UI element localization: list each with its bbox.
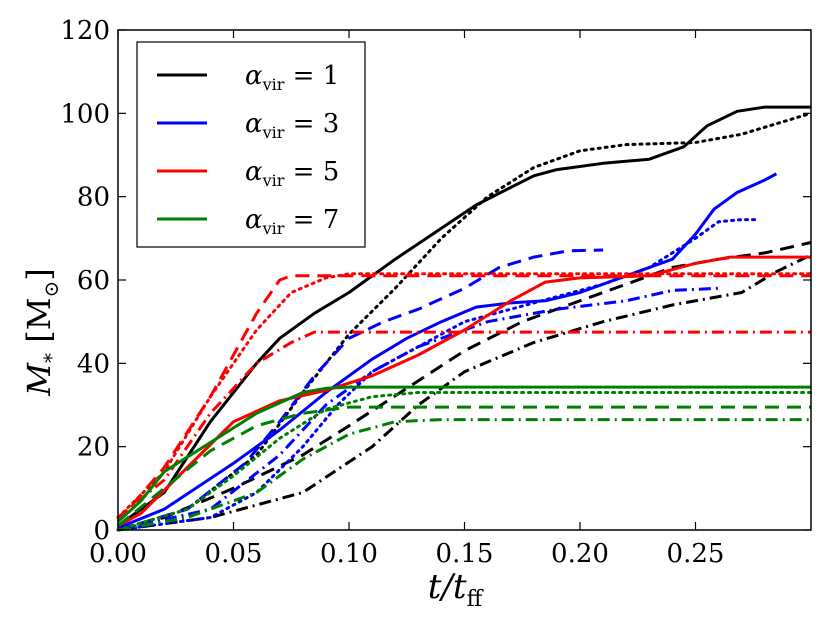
series-layer (116, 105, 813, 532)
y-tick-label: 0 (93, 516, 110, 546)
series-line-3 (117, 253, 812, 532)
series-line-6 (116, 218, 760, 532)
legend-label-0: αvir = 1 (245, 61, 339, 94)
x-tick-label: 0.00 (89, 539, 147, 569)
x-tick-label: 0.25 (667, 539, 725, 569)
x-axis-label-sub: ff (467, 587, 484, 612)
y-axis-label-unit-sub: ⊙ (39, 281, 63, 298)
ticks-layer: 0.00 0.05 0.10 0.15 0.20 0.25 0 20 40 60 80 100 120 (60, 16, 811, 569)
series-line-4 (117, 172, 778, 530)
legend-label-1: αvir = 3 (245, 109, 339, 142)
y-axis-label-m: M (20, 362, 58, 397)
x-tick-label: 0.05 (205, 539, 263, 569)
x-tick-label: 0.20 (551, 539, 609, 569)
series-line-15 (117, 418, 811, 532)
series-line-9 (116, 274, 811, 523)
y-axis-label-unit-close: ] (20, 268, 58, 280)
y-tick-label: 100 (60, 99, 110, 129)
y-tick-label: 40 (77, 349, 110, 379)
y-tick-label: 60 (77, 266, 110, 296)
x-tick-label: 0.15 (436, 539, 494, 569)
y-tick-label: 20 (77, 433, 110, 463)
y-axis-label-sub: * (39, 353, 63, 363)
x-tick-label: 0.10 (320, 539, 378, 569)
legend-label-2: αvir = 5 (245, 157, 339, 190)
legend: αvir = 1 αvir = 3 αvir = 5 αvir = 7 (136, 41, 366, 248)
legend-label-3: αvir = 7 (245, 205, 339, 238)
series-line-10 (116, 272, 813, 519)
series-line-2 (116, 111, 813, 532)
y-axis-label: M* [M⊙] (20, 268, 63, 396)
y-axis-label-unit: [M (20, 298, 58, 353)
series-line-5 (117, 248, 604, 532)
series-line-13 (117, 405, 811, 527)
x-axis-label-t: t/t (428, 567, 467, 607)
y-tick-label: 80 (77, 183, 110, 213)
series-line-8 (117, 255, 811, 528)
series-line-11 (117, 330, 811, 519)
series-line-7 (117, 286, 719, 532)
series-line-14 (116, 391, 813, 532)
y-tick-label: 120 (60, 16, 110, 46)
x-axis-label: t/tff (428, 567, 484, 612)
series-line-12 (116, 385, 811, 523)
